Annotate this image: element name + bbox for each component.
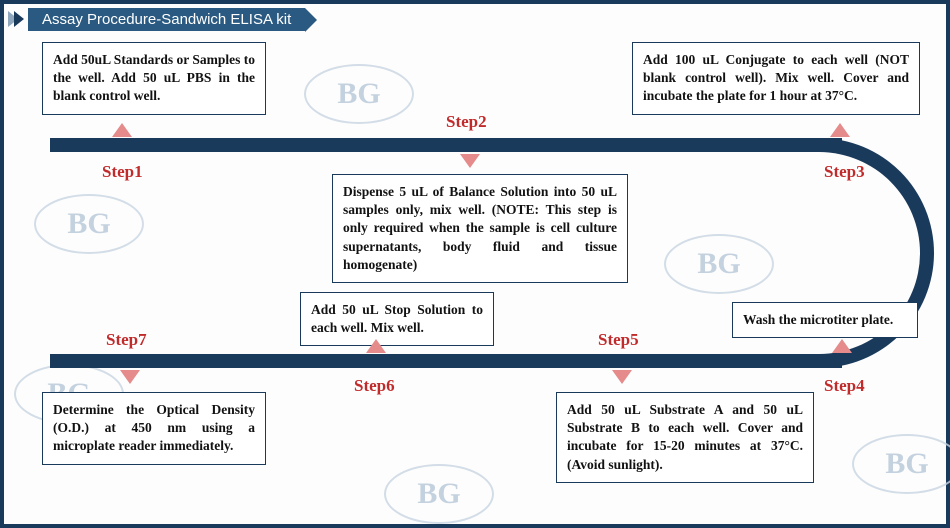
path-top-bar xyxy=(50,138,842,152)
step3-label: Step3 xyxy=(824,162,865,182)
step2-box: Dispense 5 uL of Balance Solution into 5… xyxy=(332,174,628,283)
header-chevron-icon xyxy=(8,11,20,27)
diagram-canvas: BG BG BG BG BG BG Add 50uL Standards or … xyxy=(4,34,946,524)
header-title: Assay Procedure-Sandwich ELISA kit xyxy=(28,8,305,31)
step6-arrow-icon xyxy=(366,339,386,353)
step1-label: Step1 xyxy=(102,162,143,182)
step7-box: Determine the Optical Density (O.D.) at … xyxy=(42,392,266,465)
watermark: BG xyxy=(304,64,414,124)
watermark: BG xyxy=(384,464,494,524)
step6-label: Step6 xyxy=(354,376,395,396)
step3-arrow-icon xyxy=(830,123,850,137)
step7-label: Step7 xyxy=(106,330,147,350)
step7-arrow-icon xyxy=(120,370,140,384)
step4-arrow-icon xyxy=(832,339,852,353)
step3-box: Add 100 uL Conjugate to each well (NOT b… xyxy=(632,42,920,115)
path-bottom-bar xyxy=(50,354,842,368)
header: Assay Procedure-Sandwich ELISA kit xyxy=(4,6,946,32)
step4-box: Wash the microtiter plate. xyxy=(732,302,918,338)
step5-arrow-icon xyxy=(612,370,632,384)
step5-box: Add 50 uL Substrate A and 50 uL Substrat… xyxy=(556,392,814,483)
step6-box: Add 50 uL Stop Solution to each well. Mi… xyxy=(300,292,494,346)
step1-box: Add 50uL Standards or Samples to the wel… xyxy=(42,42,266,115)
step1-arrow-icon xyxy=(112,123,132,137)
step5-label: Step5 xyxy=(598,330,639,350)
step2-arrow-icon xyxy=(460,154,480,168)
watermark: BG xyxy=(34,194,144,254)
watermark: BG xyxy=(664,234,774,294)
watermark: BG xyxy=(852,434,950,494)
step4-label: Step4 xyxy=(824,376,865,396)
step2-label: Step2 xyxy=(446,112,487,132)
